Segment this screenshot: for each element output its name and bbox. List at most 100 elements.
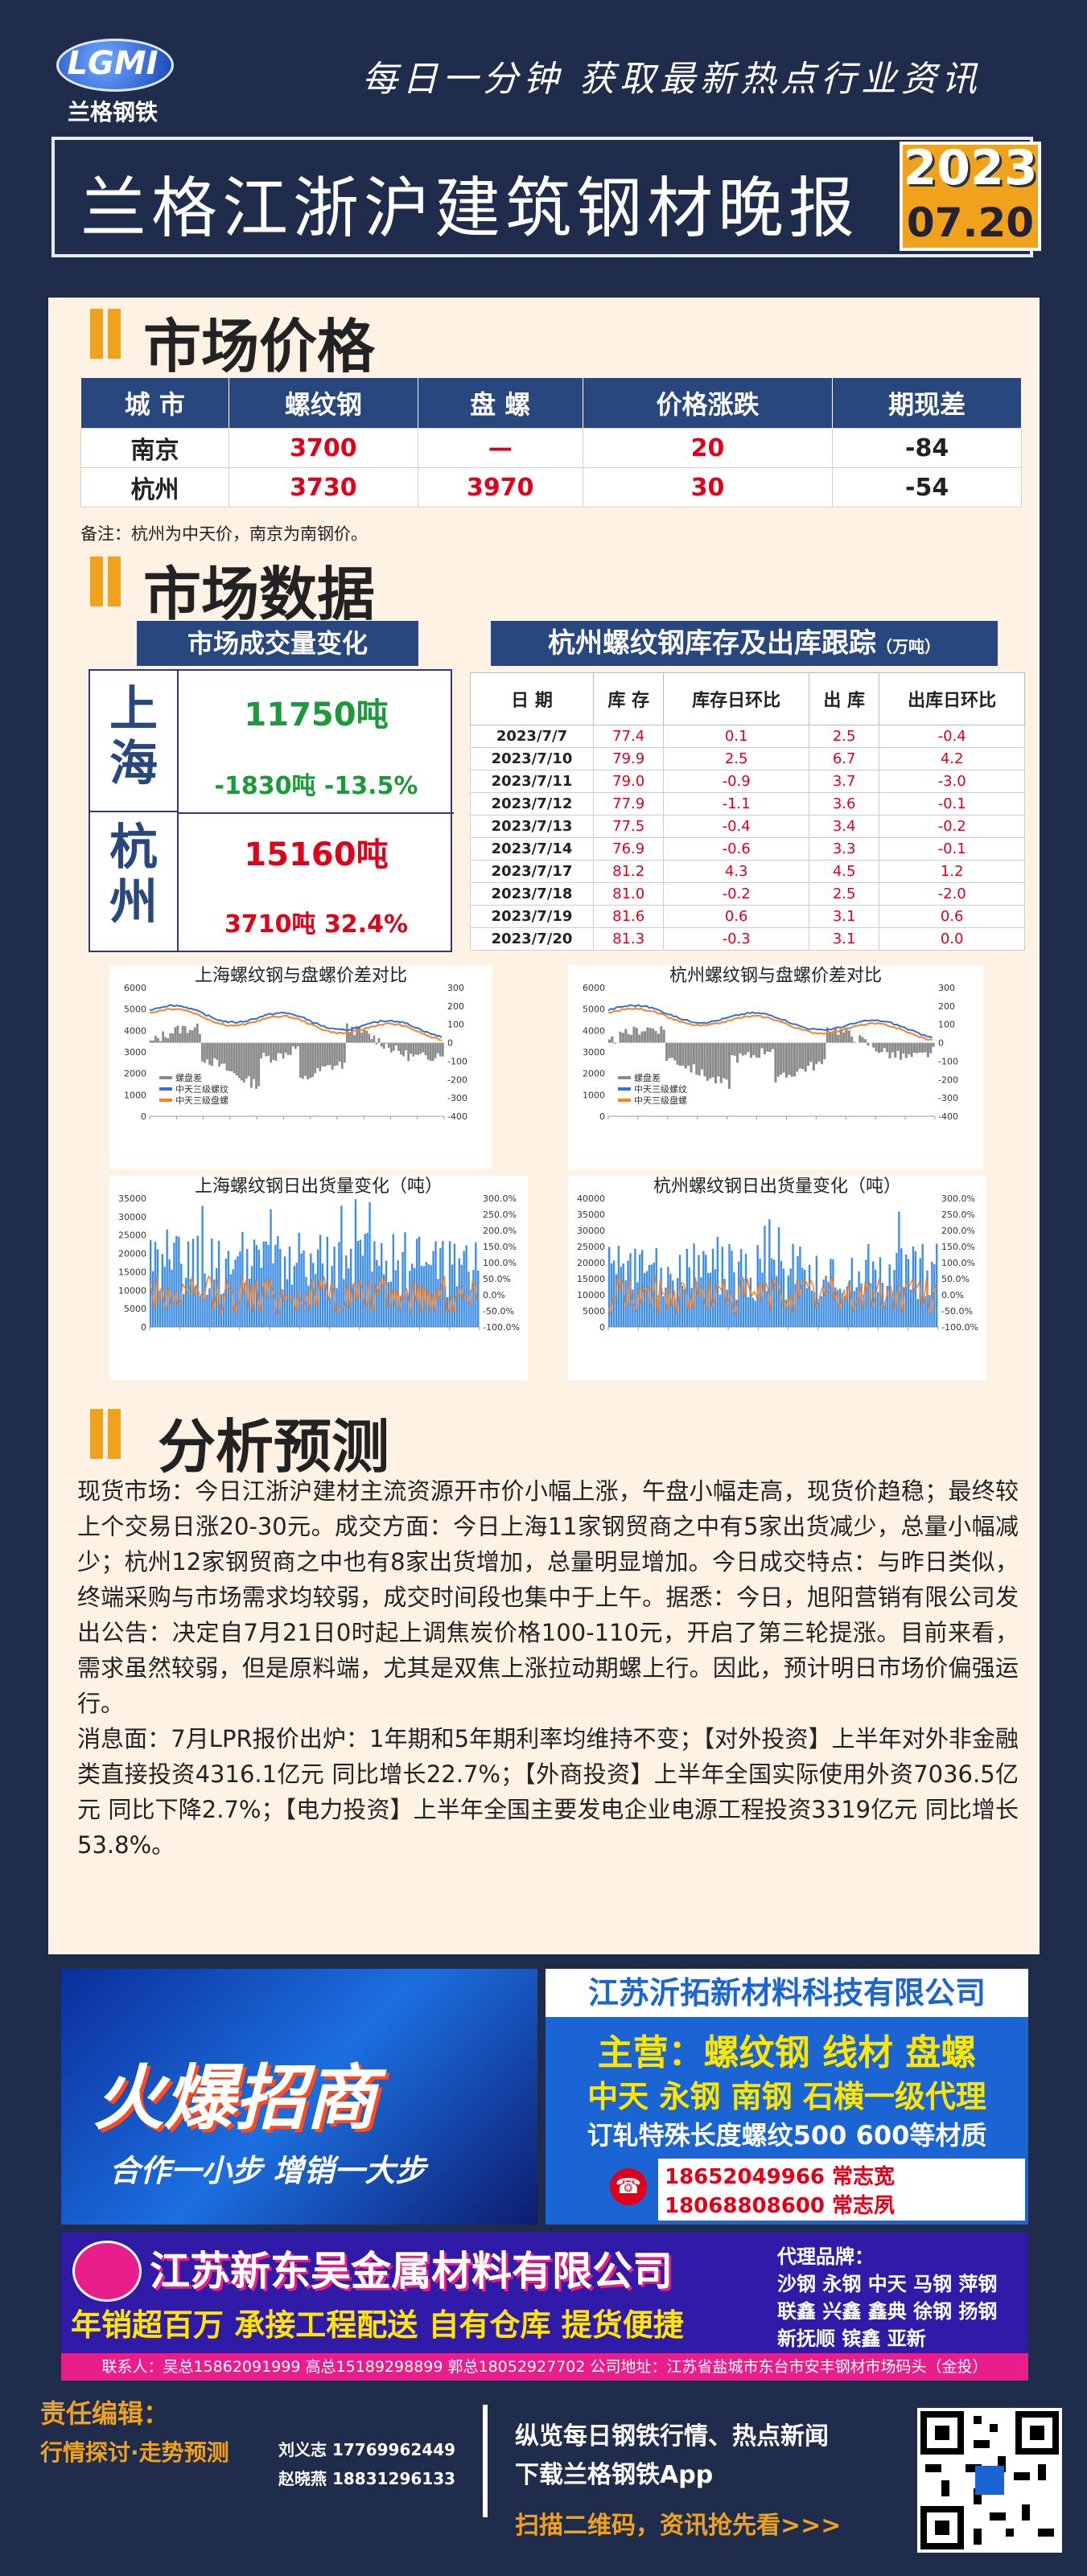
y-tick-label: 200.0% xyxy=(483,1226,517,1236)
volume-bar xyxy=(761,1272,764,1327)
cell-outflow: 3.1 xyxy=(808,927,880,951)
volume-bar xyxy=(848,1280,851,1327)
ad-banner-xindongwu[interactable]: 江苏新东吴金属材料有限公司 年销超百万 承接工程配送 自有仓库 提货便捷 代理品… xyxy=(61,2233,1028,2381)
volume-bar xyxy=(747,1296,750,1327)
legend-swatch xyxy=(618,1076,631,1079)
volume-bar xyxy=(194,1285,196,1327)
diff-bar xyxy=(880,1042,883,1052)
diff-bar xyxy=(277,1042,280,1054)
diff-bar xyxy=(727,1042,731,1089)
table-row: 2023/7/13 77.5 -0.4 3.4 -0.2 xyxy=(470,815,1025,838)
chart-title: 上海螺纹钢日出货量变化（吨） xyxy=(195,1177,443,1197)
y-tick-label: 6000 xyxy=(124,983,146,993)
volume-bar xyxy=(328,1297,331,1327)
ad-banner-yituo[interactable]: 江苏沂拓新材料科技有限公司 主营：螺纹钢 线材 盘螺 中天 永钢 南钢 石横一级… xyxy=(546,1969,1028,2225)
diff-bar xyxy=(262,1042,266,1054)
volume-bar xyxy=(364,1234,366,1327)
change-line xyxy=(607,1276,937,1317)
diff-bar xyxy=(643,1031,647,1043)
y-tick-label: 2000 xyxy=(583,1069,605,1079)
volume-bar xyxy=(764,1226,766,1327)
diff-bar xyxy=(314,1042,317,1074)
volume-bar xyxy=(698,1255,700,1327)
volume-bar xyxy=(735,1300,738,1327)
volume-title: 市场成交量变化 xyxy=(137,621,418,666)
table-row: 2023/7/18 81.0 -0.2 2.5 -2.0 xyxy=(470,882,1025,906)
legend-swatch xyxy=(159,1076,172,1079)
ad3-brands: 联鑫 兴鑫 鑫典 徐钢 扬钢 xyxy=(777,2300,998,2323)
diff-bar xyxy=(169,1033,172,1043)
volume-bar xyxy=(331,1266,333,1327)
y-tick-label: 250.0% xyxy=(941,1210,975,1220)
volume-bar xyxy=(371,1272,373,1327)
price-table: 城 市 螺纹钢 盘 螺 价格涨跌 期现差 南京 3700 — 20 -84 杭州… xyxy=(80,378,1022,507)
chart-hangzhou-shipment: 杭州螺纹钢日出货量变化（吨） 40000 35000 30000 25000 20000 1… xyxy=(568,1176,986,1380)
diff-bar xyxy=(632,1026,636,1043)
ad3-company: 江苏新东吴金属材料有限公司 xyxy=(150,2248,673,2295)
volume-bar xyxy=(865,1259,867,1327)
volume-value-hangzhou: 15160吨 xyxy=(244,836,389,873)
diff-bar xyxy=(784,1042,788,1078)
diff-bar xyxy=(204,1042,206,1063)
volume-box: 上海 11750吨 -1830吨 -13.5% 杭州 15160吨 3710吨 … xyxy=(89,669,454,952)
volume-bar xyxy=(777,1227,780,1327)
diff-bar xyxy=(744,1042,747,1055)
diff-bar xyxy=(368,1033,371,1043)
diff-bar xyxy=(839,1029,842,1043)
footer-editor-name: 刘义志 17769962449 xyxy=(278,2440,456,2459)
diff-bar xyxy=(152,1040,154,1043)
diff-bar xyxy=(302,1042,304,1079)
volume-bar xyxy=(382,1274,385,1327)
volume-bar xyxy=(451,1264,454,1327)
y-tick-label: 10000 xyxy=(118,1285,146,1296)
cell-outflow: 6.7 xyxy=(808,747,880,770)
cell-outflow-change: 0.6 xyxy=(879,905,1025,928)
diff-bar xyxy=(351,1026,353,1043)
diff-bar xyxy=(201,1042,204,1062)
y-tick-label: 4000 xyxy=(583,1025,605,1036)
cell-rebar: 3730 xyxy=(229,467,418,507)
footer-scan-cta[interactable]: 扫描二维码，资讯抢先看>>> xyxy=(515,2512,842,2540)
volume-bar xyxy=(683,1288,686,1327)
y-tick-label: 35000 xyxy=(577,1210,605,1220)
volume-bar xyxy=(356,1241,360,1327)
diff-bar xyxy=(749,1042,752,1058)
price-table-header: 城 市 螺纹钢 盘 螺 价格涨跌 期现差 xyxy=(80,378,1022,429)
diff-bar xyxy=(191,1030,194,1043)
volume-bar xyxy=(283,1256,286,1327)
diff-bar xyxy=(668,1042,671,1058)
volume-bar xyxy=(782,1268,785,1327)
diff-bar xyxy=(926,1042,929,1058)
diff-bar xyxy=(286,1042,290,1055)
volume-change-hangzhou: 3710吨 32.4% xyxy=(224,910,409,939)
cell-stock-change: -1.1 xyxy=(663,792,809,816)
volume-bar xyxy=(184,1277,187,1327)
volume-bar xyxy=(430,1264,432,1327)
volume-bar xyxy=(872,1261,875,1327)
y-tick-label: 15000 xyxy=(118,1267,146,1277)
legend-label: 螺盘差 xyxy=(175,1072,202,1083)
volume-bar xyxy=(333,1247,336,1327)
diff-bar xyxy=(719,1042,723,1083)
volume-bar xyxy=(237,1256,239,1327)
ad2-line: 订轧特殊长度螺纹500 600等材质 xyxy=(587,2120,987,2151)
diff-bar xyxy=(164,1037,167,1043)
cell-date: 2023/7/10 xyxy=(470,747,594,770)
diff-bar xyxy=(274,1042,278,1062)
ad-banner-recruit[interactable]: 火爆招商 合作一小步 增销一大步 xyxy=(61,1969,537,2225)
diff-bar xyxy=(782,1042,785,1073)
volume-bar xyxy=(669,1274,672,1327)
volume-bar xyxy=(434,1241,437,1327)
legend-label: 中天三级盘螺 xyxy=(175,1095,229,1106)
diff-bar xyxy=(739,1042,742,1054)
volume-bar xyxy=(323,1283,327,1327)
y-tick-label: 5000 xyxy=(124,1005,146,1015)
cell-stock-change: 0.1 xyxy=(663,725,809,748)
volume-bar xyxy=(253,1239,256,1327)
volume-bar xyxy=(822,1280,825,1327)
qr-code[interactable] xyxy=(917,2408,1062,2553)
volume-bar xyxy=(686,1248,688,1327)
diff-bar xyxy=(692,1042,695,1065)
y-tick-label: 3000 xyxy=(583,1047,605,1058)
ad1-subline: 合作一小步 增销一大步 xyxy=(109,2153,426,2188)
